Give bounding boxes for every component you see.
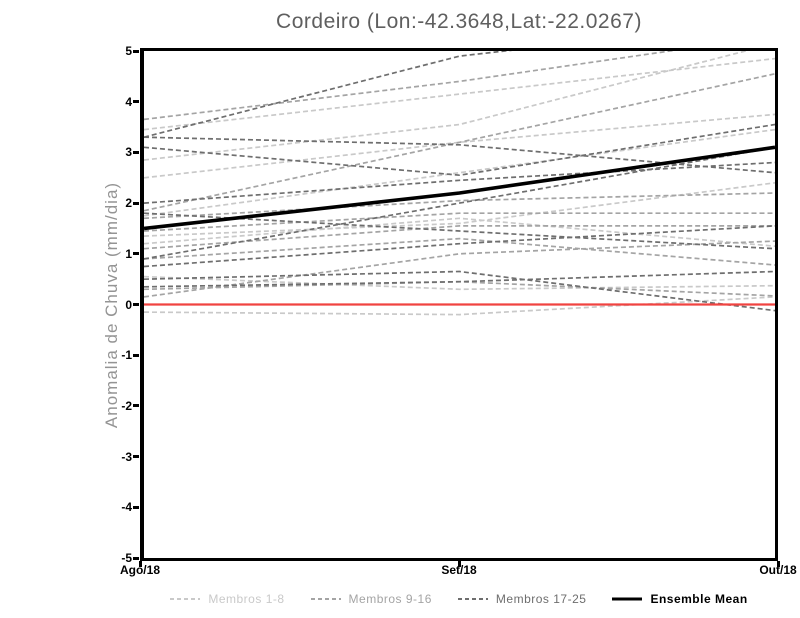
y-tick-mark [133, 252, 139, 256]
member-line-group2 [144, 237, 775, 266]
y-tick-label: 2 [125, 196, 132, 211]
x-tick-mark [776, 561, 780, 567]
member-line-group3 [144, 270, 775, 288]
y-tick-label: 4 [125, 94, 132, 109]
y-tick-mark [133, 49, 139, 53]
legend-item: Membros 17-25 [457, 592, 587, 606]
legend-item: Membros 9-16 [310, 592, 432, 606]
y-tick-label: 5 [125, 44, 132, 58]
member-line-group3 [144, 225, 775, 268]
legend-label: Membros 9-16 [348, 592, 432, 606]
legend-item: Membros 1-8 [170, 592, 284, 606]
y-tick-label: 1 [125, 246, 132, 261]
member-line-group1 [144, 128, 775, 217]
member-line-group1 [144, 181, 775, 237]
member-line-group2 [144, 72, 775, 212]
legend-solid-line-sample [612, 597, 643, 601]
member-line-group3 [144, 270, 775, 312]
member-line-group1 [144, 51, 749, 161]
y-tick-mark [133, 556, 139, 560]
legend-dashed-line-sample [310, 598, 341, 600]
legend-item: Ensemble Mean [612, 592, 747, 606]
legend-label: Membros 17-25 [495, 592, 587, 606]
legend: Membros 1-8 Membros 9-16 Membros 17-25 Ense… [140, 592, 778, 606]
member-line-group2 [144, 240, 775, 298]
member-line-group1 [144, 217, 775, 248]
y-tick-label: -1 [121, 348, 132, 363]
member-line-group1 [144, 296, 775, 316]
member-line-group2 [144, 192, 775, 220]
y-tick-mark [133, 201, 139, 205]
member-line-group3 [144, 51, 513, 139]
y-tick-label: -3 [121, 449, 132, 464]
y-tick-mark [133, 100, 139, 104]
x-tick-mark [138, 561, 142, 567]
legend-dashed-line-sample [170, 598, 201, 600]
member-line-group3 [144, 136, 775, 174]
x-tick-mark [457, 561, 461, 567]
member-line-group3 [144, 212, 775, 250]
y-tick-mark [133, 303, 139, 306]
y-tick-label: 3 [125, 145, 132, 160]
y-tick-mark [133, 404, 139, 408]
y-tick-mark [133, 353, 139, 357]
y-tick-label: -2 [121, 398, 132, 413]
member-line-group3 [144, 146, 775, 260]
member-line-group2 [144, 51, 676, 121]
plot-lines [144, 51, 775, 316]
y-tick-mark [133, 150, 139, 154]
member-line-group1 [144, 113, 775, 179]
legend-label: Ensemble Mean [650, 592, 748, 606]
legend-dashed-line-sample [457, 598, 488, 600]
y-tick-mark [133, 505, 139, 509]
y-tick-label: 0 [125, 297, 132, 312]
chart-title: Cordeiro (Lon:-42.3648,Lat:-22.0267) [276, 10, 642, 33]
legend-label: Membros 1-8 [208, 592, 285, 606]
x-tick-label: Set/18 [441, 563, 477, 577]
y-tick-mark [133, 455, 139, 459]
member-line-group1 [144, 275, 775, 291]
y-tick-label: -5 [121, 551, 132, 565]
member-line-group3 [144, 123, 775, 177]
x-tick-label: Out/18 [759, 563, 797, 577]
member-line-group3 [144, 161, 775, 204]
y-tick-label: -4 [121, 500, 132, 515]
member-line-group2 [144, 212, 775, 232]
plot-area [140, 48, 778, 561]
x-tick-label: Ago/18 [119, 563, 160, 577]
member-line-group1 [144, 57, 775, 131]
ensemble-mean-line [144, 145, 775, 231]
